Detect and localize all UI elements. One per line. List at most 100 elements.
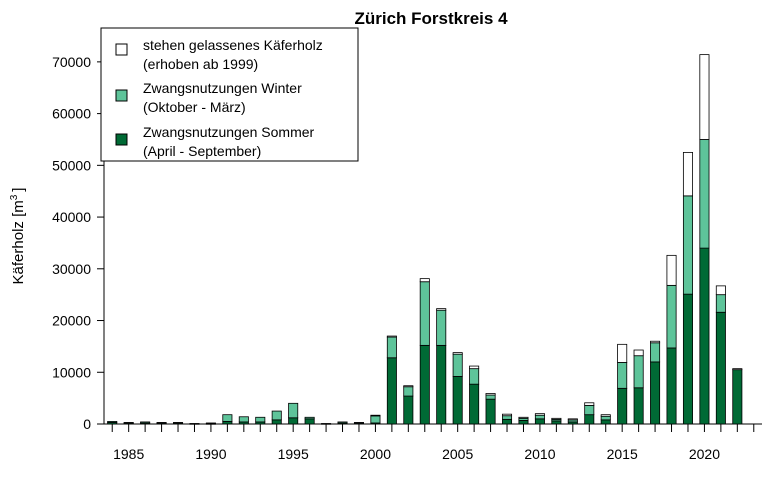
bar-2001-series-2 (386, 335, 397, 338)
bar-1989-series-0 (189, 423, 200, 425)
bar-1998-series-1 (337, 421, 348, 424)
x-tick-label: 2005 (442, 446, 473, 462)
bar-2004-series-2 (436, 308, 447, 311)
x-tick-label: 1985 (113, 446, 144, 462)
bar-2000-series-2 (370, 414, 381, 417)
y-axis: 0 10000 20000 30000 40000 50000 60000 70000 (52, 54, 105, 432)
bar-2007-series-2 (485, 393, 496, 396)
bar-2011-series-0 (551, 420, 562, 425)
bar-2019-series-1 (682, 195, 693, 295)
legend-label-standing: stehen gelassenes Käferholz (143, 37, 323, 53)
bar-2011-series-2 (551, 417, 562, 420)
y-tick-label: 0 (83, 416, 91, 432)
x-tick-label: 2015 (607, 446, 638, 462)
bar-2007-series-0 (485, 398, 496, 425)
y-axis-label: Käferholz [m3] (9, 188, 27, 285)
bar-2016-series-0 (633, 387, 644, 425)
bar-2008-series-2 (502, 413, 513, 417)
bar-2016-series-2 (633, 349, 644, 357)
y-tick-label: 40000 (52, 209, 91, 225)
bar-2007-series-1 (485, 394, 496, 400)
bar-1985-series-1 (123, 422, 134, 424)
legend-swatch-summer (115, 133, 128, 146)
bar-2004-series-0 (436, 344, 447, 425)
bar-2002-series-2 (403, 385, 414, 388)
bar-2015-series-1 (617, 362, 628, 389)
legend-label-summer-line2: (April - September) (143, 143, 261, 159)
y-tick-label: 20000 (52, 313, 91, 329)
x-axis: 1985 1990 1995 2000 2005 2010 2015 2020 (104, 423, 762, 462)
bar-2021-series-1 (715, 294, 726, 313)
bar-1986-series-1 (140, 421, 151, 424)
legend-label-summer: Zwangsnutzungen Sommer (143, 124, 315, 140)
chart-title: Zürich Forstkreis 4 (354, 9, 508, 28)
y-tick-label: 50000 (52, 157, 91, 173)
bar-1999-series-1 (353, 422, 364, 424)
bar-2022-series-0 (732, 369, 743, 425)
bar-1991-series-1 (222, 414, 233, 422)
bar-2010-series-2 (534, 413, 545, 416)
bar-1994-series-1 (271, 410, 282, 421)
bar-2016-series-1 (633, 355, 644, 389)
bar-2005-series-2 (452, 352, 463, 355)
bar-2006-series-2 (469, 365, 480, 370)
bar-2018-series-1 (666, 284, 677, 349)
bar-2001-series-1 (386, 336, 397, 359)
legend-label-winter: Zwangsnutzungen Winter (143, 80, 302, 96)
bar-2006-series-1 (469, 368, 480, 385)
x-tick-label: 2020 (689, 446, 720, 462)
bar-2018-series-2 (666, 254, 677, 286)
x-tick-label: 1990 (195, 446, 226, 462)
bar-2019-series-0 (682, 293, 693, 425)
legend-label-winter-line2: (Oktober - März) (143, 99, 246, 115)
bar-2021-series-2 (715, 285, 726, 296)
bar-2005-series-1 (452, 353, 463, 377)
bar-2017-series-0 (650, 361, 661, 425)
bar-2014-series-2 (600, 414, 611, 417)
bar-1988-series-1 (173, 422, 184, 424)
bar-2013-series-0 (584, 414, 595, 425)
bar-2019-series-2 (682, 151, 693, 197)
bar-2002-series-1 (403, 386, 414, 397)
bar-2002-series-0 (403, 395, 414, 425)
bar-2020-series-0 (699, 247, 710, 425)
x-tick-label: 2000 (360, 446, 391, 462)
bar-1996-series-0 (304, 418, 315, 425)
bar-1993-series-1 (255, 416, 266, 423)
x-tick-label: 2010 (524, 446, 555, 462)
bar-2003-series-2 (419, 278, 430, 283)
bar-1990-series-1 (205, 422, 216, 425)
bar-1987-series-1 (156, 422, 167, 424)
y-tick-label: 70000 (52, 54, 91, 70)
bar-2015-series-0 (617, 387, 628, 425)
bar-2020-series-1 (699, 139, 710, 249)
bar-1992-series-1 (238, 416, 249, 423)
bar-2003-series-0 (419, 344, 430, 425)
bar-2003-series-1 (419, 281, 430, 346)
legend-swatch-standing (115, 43, 128, 56)
y-tick-label: 30000 (52, 261, 91, 277)
bar-2021-series-0 (715, 311, 726, 425)
bar-2020-series-2 (699, 54, 710, 140)
bar-2004-series-1 (436, 309, 447, 346)
bar-2018-series-0 (666, 347, 677, 425)
bar-1997-series-0 (321, 423, 332, 425)
bar-1994-series-0 (271, 419, 282, 425)
legend: stehen gelassenes Käferholz (erhoben ab … (100, 27, 359, 162)
bar-2014-series-1 (600, 415, 611, 421)
bar-2017-series-2 (650, 340, 661, 344)
bar-2010-series-1 (534, 414, 545, 420)
y-tick-label: 60000 (52, 106, 91, 122)
legend-box (100, 27, 359, 162)
x-tick-label: 1995 (278, 446, 309, 462)
bar-2009-series-2 (518, 416, 529, 419)
bar-2008-series-1 (502, 415, 513, 420)
bar-2013-series-2 (584, 402, 595, 406)
bar-2006-series-0 (469, 383, 480, 425)
y-tick-label: 10000 (52, 364, 91, 380)
bar-2017-series-1 (650, 342, 661, 363)
bar-1995-series-0 (288, 417, 299, 425)
bar-2008-series-0 (502, 418, 513, 425)
legend-label-standing-line2: (erhoben ab 1999) (143, 56, 258, 72)
